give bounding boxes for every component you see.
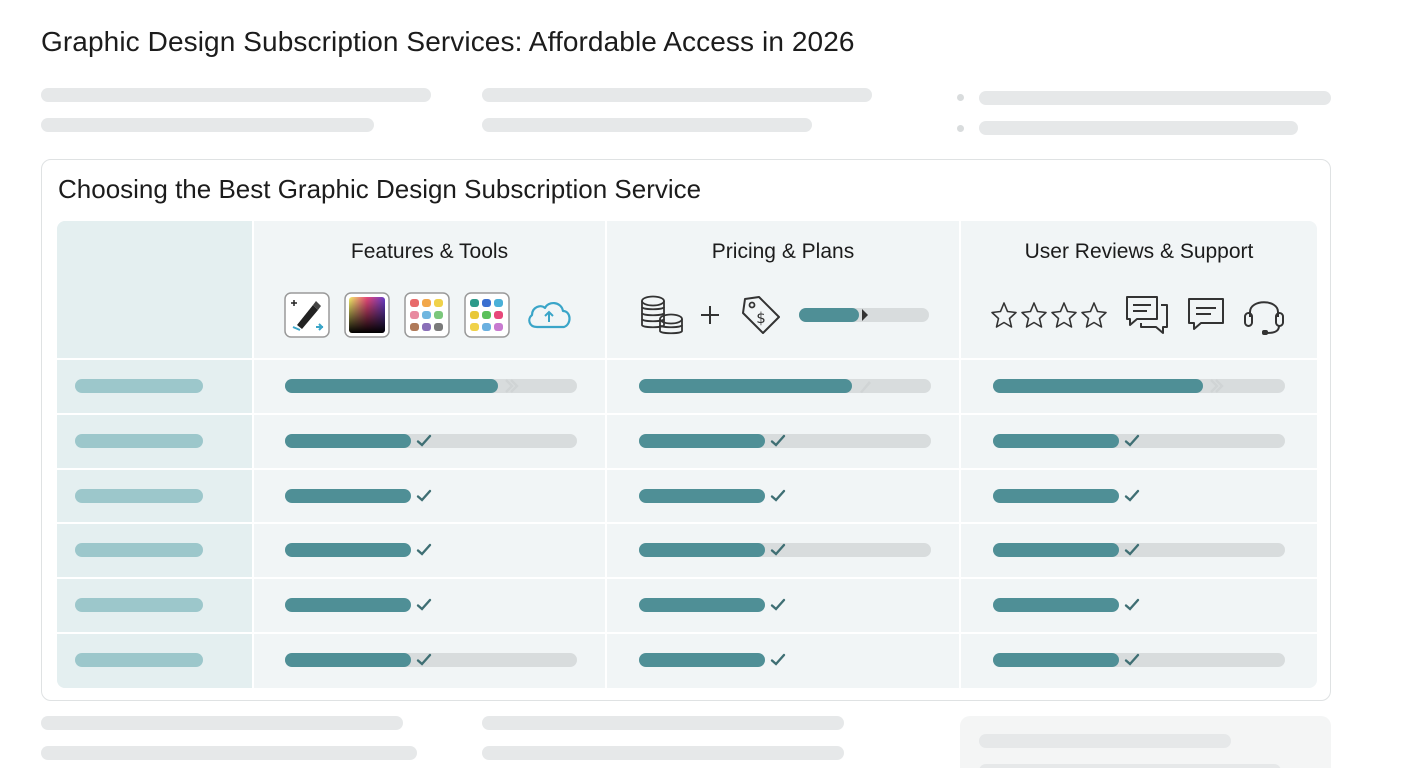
comparison-card: Choosing the Best Graphic Design Subscri… <box>41 159 1331 701</box>
check-icon <box>770 653 786 666</box>
rating-fill <box>285 598 411 612</box>
column-header-pricing: Pricing & Plans <box>711 240 855 263</box>
row-label-bar <box>75 379 203 393</box>
check-icon <box>1124 434 1140 447</box>
rating-fill <box>993 434 1119 448</box>
bullet-dot <box>957 125 964 132</box>
placeholder-line <box>482 746 844 760</box>
placeholder-line <box>979 734 1231 748</box>
placeholder-line <box>979 121 1298 135</box>
placeholder-line <box>41 118 374 132</box>
star-icon <box>1081 302 1107 328</box>
comparison-table: Features & Tools Pricing & Plans User Re… <box>57 221 1317 688</box>
check-icon <box>1124 598 1140 611</box>
star-icon <box>991 302 1017 328</box>
row-label-bar <box>75 489 203 503</box>
check-icon <box>1124 653 1140 666</box>
placeholder-line <box>482 118 812 132</box>
chat-icon <box>1188 298 1224 330</box>
check-icon <box>416 434 432 447</box>
row-label-bar <box>75 653 203 667</box>
placeholder-line <box>979 764 1281 768</box>
rating-fill <box>639 434 765 448</box>
pencil-icon <box>860 381 871 393</box>
placeholder-line <box>482 88 872 102</box>
headset-icon <box>1244 301 1284 335</box>
coin-stack-icon <box>641 295 683 335</box>
svg-text:$: $ <box>756 309 766 327</box>
card-title: Choosing the Best Graphic Design Subscri… <box>58 174 702 204</box>
row-divider <box>57 413 1317 415</box>
bullet-dot <box>957 94 964 101</box>
color-gradient-icon <box>344 292 390 338</box>
check-icon <box>416 543 432 556</box>
color-palette-icon <box>404 292 450 338</box>
page-title: Graphic Design Subscription Services: Af… <box>41 26 855 57</box>
rating-fill <box>993 598 1119 612</box>
check-icon <box>770 489 786 502</box>
rating-fill <box>285 489 411 503</box>
rating-fill <box>993 489 1119 503</box>
column-header-reviews: User Reviews & Support <box>1024 240 1254 263</box>
star-icon <box>1021 302 1047 328</box>
rating-fill <box>993 379 1203 393</box>
placeholder-line <box>41 746 417 760</box>
rating-fill <box>639 379 852 393</box>
rating-fill <box>639 653 765 667</box>
color-swatch-icon <box>464 292 510 338</box>
cloud-icon <box>528 302 571 329</box>
column-divider <box>605 221 607 688</box>
check-icon <box>416 653 432 666</box>
placeholder-line <box>41 716 403 730</box>
row-label-bar <box>75 434 203 448</box>
rating-fill <box>285 653 411 667</box>
row-divider <box>57 632 1317 634</box>
column-divider <box>959 221 961 688</box>
row-divider <box>57 522 1317 524</box>
rating-fill <box>993 543 1119 557</box>
pricing-icons: $ <box>637 291 931 339</box>
rating-fill <box>285 543 411 557</box>
check-icon <box>416 489 432 502</box>
pen-tool-icon <box>284 292 330 338</box>
placeholder-line <box>41 88 431 102</box>
row-divider <box>57 468 1317 470</box>
row-label-bar <box>75 598 203 612</box>
reviews-icons <box>989 291 1287 339</box>
price-tag-icon: $ <box>742 296 780 334</box>
rating-fill <box>993 653 1119 667</box>
price-slider-icon <box>799 308 929 322</box>
column-divider <box>252 221 254 688</box>
check-icon <box>416 598 432 611</box>
rating-fill <box>639 543 765 557</box>
chevron-icon <box>505 379 519 393</box>
rating-fill <box>285 379 498 393</box>
chat-bubbles-icon <box>1126 296 1168 334</box>
rating-fill <box>639 489 765 503</box>
row-divider <box>57 577 1317 579</box>
row-label-bar <box>75 543 203 557</box>
placeholder-line <box>482 716 844 730</box>
plus-icon <box>701 306 719 324</box>
rating-fill <box>285 434 411 448</box>
features-icons <box>283 291 575 339</box>
check-icon <box>770 543 786 556</box>
check-icon <box>770 434 786 447</box>
column-header-features: Features & Tools <box>350 240 509 263</box>
placeholder-line <box>979 91 1331 105</box>
star-icon <box>1051 302 1077 328</box>
row-label-column <box>57 221 252 688</box>
row-divider <box>57 358 1317 360</box>
check-icon <box>1124 489 1140 502</box>
check-icon <box>770 598 786 611</box>
chevron-icon <box>1210 379 1224 393</box>
rating-fill <box>639 598 765 612</box>
check-icon <box>1124 543 1140 556</box>
side-panel <box>960 716 1331 768</box>
